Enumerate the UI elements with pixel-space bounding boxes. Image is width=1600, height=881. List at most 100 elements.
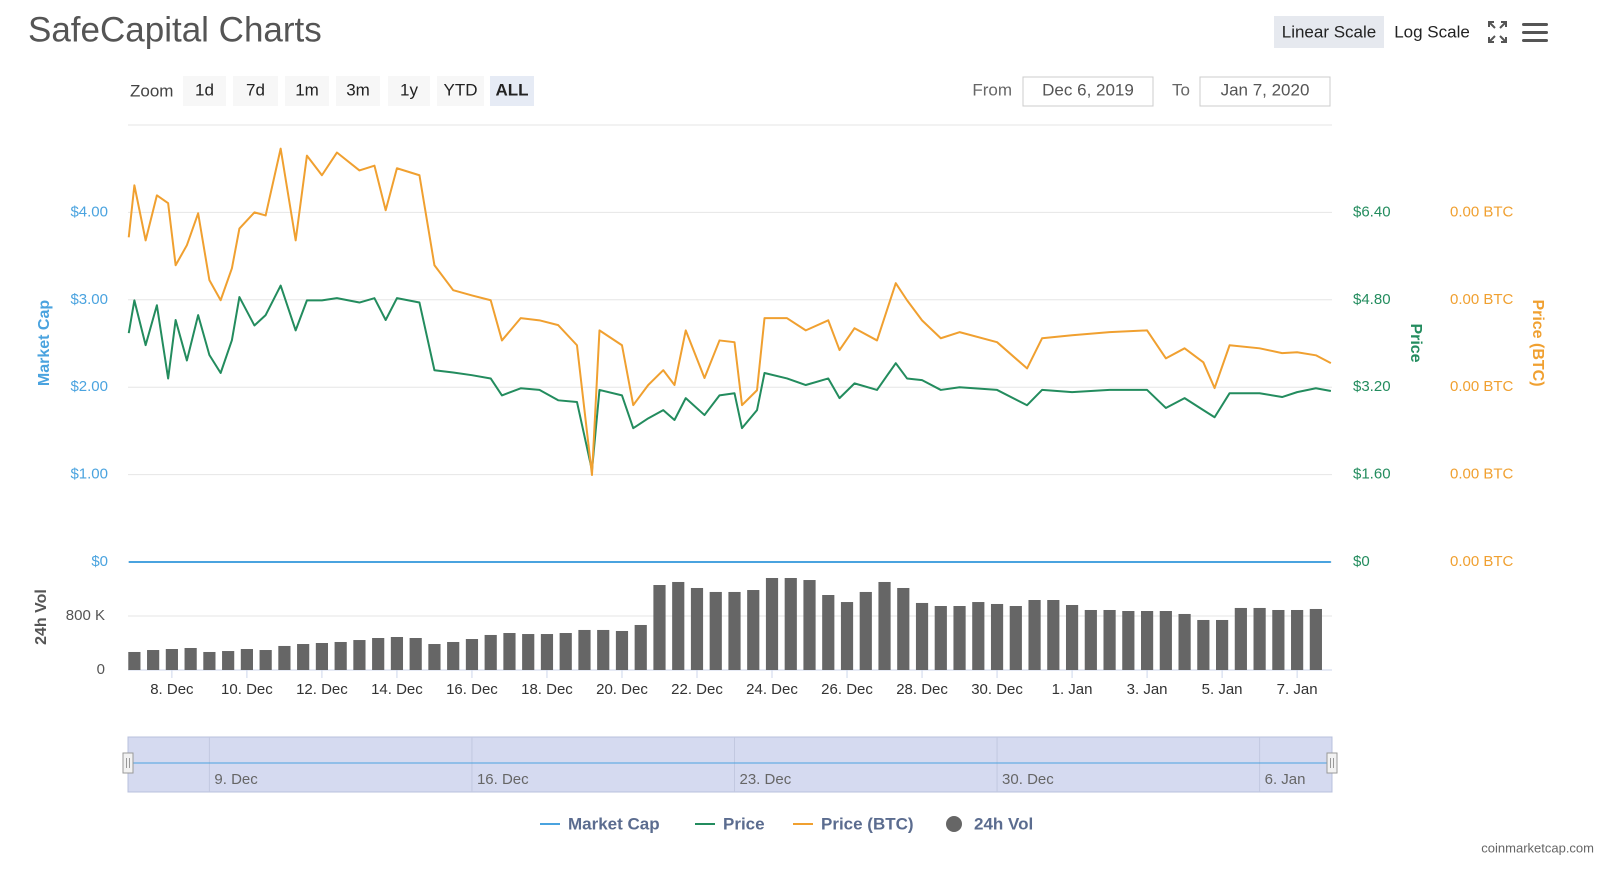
scale-button-label[interactable]: Log Scale [1394,22,1470,41]
legend-label[interactable]: 24h Vol [974,814,1033,833]
volume-bar [878,581,891,670]
zoom-button[interactable] [388,76,430,106]
volume-bar [1291,609,1304,670]
volume-bar [840,602,854,670]
volume-bar [259,650,272,670]
volume-bar [1065,604,1079,670]
volume-bar [315,643,329,670]
volume-bar [559,633,572,670]
volume-bar [953,606,966,670]
zoom-button[interactable] [285,76,329,106]
y-tick-label: $1.00 [70,466,108,483]
y-tick-label: $1.60 [1353,466,1391,483]
y-tick-label: $3.00 [70,291,108,308]
zoom-button[interactable] [233,76,278,106]
volume-bar [390,636,404,670]
zoom-button[interactable] [183,76,226,106]
volume-bar [465,639,479,670]
volume-bar [147,650,160,670]
zoom-button-label[interactable]: YTD [444,80,478,99]
volume-bar [1309,608,1322,670]
x-tick-label: 8. Dec [150,681,194,698]
volume-bar [334,641,347,670]
y-tick-label: 0.00 BTC [1450,291,1514,308]
scale-button[interactable] [1388,16,1476,48]
y-tick-label: 0.00 BTC [1450,466,1514,483]
x-tick-label: 30. Dec [971,681,1023,698]
menu-icon[interactable] [1522,23,1548,42]
y-tick-label: $0 [1353,553,1370,570]
x-tick-label: 16. Dec [446,681,498,698]
legend-label[interactable]: Price (BTC) [821,814,914,833]
series-line [127,147,1332,477]
scale-button[interactable] [1274,16,1384,48]
x-tick-label: 1. Jan [1052,681,1093,698]
volume-bar [934,606,947,670]
scale-button-label[interactable]: Linear Scale [1282,22,1377,41]
zoom-button[interactable] [437,76,484,106]
from-value[interactable]: Dec 6, 2019 [1042,80,1134,99]
to-value[interactable]: Jan 7, 2020 [1221,80,1310,99]
volume-bar [634,624,647,670]
volume-bar [522,634,535,670]
zoom-button-label[interactable]: 1m [295,80,319,99]
navigator-handle-grip [1330,758,1334,768]
volume-bar [915,602,929,670]
volume-bar [897,587,910,670]
volume-bar [240,649,253,670]
volume-bar [653,585,666,670]
y-tick-label: 0.00 BTC [1450,378,1514,395]
navigator-handle-grip [126,758,130,768]
volume-bar [1084,609,1097,670]
zoom-button-label[interactable]: 3m [346,80,370,99]
zoom-label: Zoom [130,81,173,100]
volume-bar [990,603,1004,670]
x-tick-label: 12. Dec [296,681,348,698]
volume-bar [165,649,178,670]
legend-label[interactable]: Price [723,814,765,833]
vol-axis-title: 24h Vol [33,589,50,645]
credit[interactable]: coinmarketcap.com [1481,840,1594,855]
volume-bar [409,638,422,670]
volume-bar [1216,619,1229,670]
zoom-button-label[interactable]: 1d [195,80,214,99]
zoom-button-label[interactable]: ALL [495,80,528,99]
y-tick-label: $4.00 [70,203,108,220]
from-input[interactable] [1022,76,1154,107]
from-label: From [972,80,1012,99]
volume-bar [278,645,291,670]
to-label: To [1172,80,1190,99]
volume-bar [128,651,141,670]
volume-bar [484,634,497,670]
legend-label[interactable]: Market Cap [568,814,660,833]
y-tick-label: $4.80 [1353,291,1391,308]
volume-bar [690,587,704,670]
zoom-button-label[interactable]: 1y [400,80,418,99]
series-line [127,284,1332,472]
volume-bar [222,651,235,670]
volume-bar [1272,609,1285,670]
volume-bar [1028,600,1041,670]
fullscreen-icon[interactable] [1488,21,1507,43]
to-input[interactable] [1199,76,1331,107]
x-tick-label: 18. Dec [521,681,573,698]
navigator-handle[interactable] [122,752,134,774]
zoom-button-label[interactable]: 7d [246,80,265,99]
zoom-button[interactable] [490,76,534,106]
volume-bar [859,591,872,670]
volume-bar [822,595,835,670]
volume-bar [428,644,441,670]
volume-bar [203,651,216,670]
y-axis-title: Market Cap [36,300,53,386]
navigator-tick-label: 9. Dec [214,771,258,788]
x-tick-label: 28. Dec [896,681,948,698]
volume-bar [1234,607,1247,670]
legend-symbol [946,816,962,832]
zoom-button[interactable] [336,76,380,106]
navigator-tick-label: 23. Dec [740,771,792,788]
volume-bar [1159,611,1172,670]
navigator-handle[interactable] [1326,752,1338,774]
